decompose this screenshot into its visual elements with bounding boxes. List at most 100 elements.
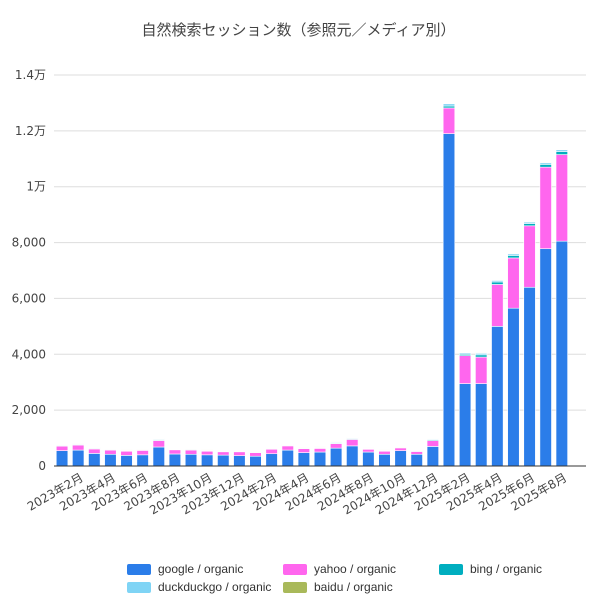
bar-segment[interactable] bbox=[233, 455, 246, 467]
bar-segment[interactable] bbox=[475, 383, 488, 467]
bar-segment[interactable] bbox=[539, 166, 552, 250]
bar-segment[interactable] bbox=[330, 447, 343, 467]
bar-segment[interactable] bbox=[152, 438, 165, 440]
bar-segment[interactable] bbox=[72, 444, 85, 451]
bar-segment[interactable] bbox=[88, 448, 101, 454]
bar-segment[interactable] bbox=[491, 281, 504, 285]
bar-segment[interactable] bbox=[491, 284, 504, 327]
bar-segment[interactable] bbox=[442, 103, 456, 107]
legend-item-bing[interactable]: bing / organic bbox=[439, 561, 542, 577]
bar-segment[interactable] bbox=[281, 443, 294, 446]
bar-segment[interactable] bbox=[265, 453, 278, 467]
bar-segment[interactable] bbox=[346, 439, 359, 447]
bar-segment[interactable] bbox=[426, 446, 439, 467]
bar-segment[interactable] bbox=[410, 451, 423, 455]
bar-segment[interactable] bbox=[249, 452, 262, 457]
bar-segment[interactable] bbox=[555, 151, 568, 155]
bar-segment[interactable] bbox=[313, 446, 327, 448]
bar-segment[interactable] bbox=[281, 449, 294, 467]
bar-segment[interactable] bbox=[491, 326, 504, 467]
bar-segment[interactable] bbox=[297, 452, 310, 467]
bar-segment[interactable] bbox=[330, 443, 343, 449]
bar-segment[interactable] bbox=[120, 449, 133, 451]
bar-segment[interactable] bbox=[523, 286, 536, 467]
bar-segment[interactable] bbox=[217, 454, 230, 467]
bar-segment[interactable] bbox=[426, 440, 439, 447]
bar-segment[interactable] bbox=[394, 447, 407, 451]
bar-segment[interactable] bbox=[410, 453, 423, 467]
bar-segment[interactable] bbox=[184, 449, 198, 455]
bar-segment[interactable] bbox=[120, 450, 133, 456]
bar-segment[interactable] bbox=[184, 453, 198, 467]
bar-segment[interactable] bbox=[555, 148, 568, 151]
bar-segment[interactable] bbox=[168, 449, 182, 455]
legend-item-yahoo[interactable]: yahoo / organic bbox=[283, 561, 396, 577]
bar-segment[interactable] bbox=[539, 162, 552, 164]
bar-segment[interactable] bbox=[217, 451, 230, 456]
bar-segment[interactable] bbox=[168, 453, 182, 467]
bar-segment[interactable] bbox=[394, 446, 407, 448]
legend-item-duckduckgo[interactable]: duckduckgo / organic bbox=[127, 579, 271, 595]
bar-segment[interactable] bbox=[88, 453, 101, 467]
bar-segment[interactable] bbox=[104, 448, 117, 450]
bar-segment[interactable] bbox=[217, 450, 230, 452]
bar-segment[interactable] bbox=[136, 450, 149, 456]
bar-segment[interactable] bbox=[458, 383, 472, 467]
bar-segment[interactable] bbox=[72, 449, 85, 467]
bar-segment[interactable] bbox=[378, 453, 391, 467]
bar-segment[interactable] bbox=[72, 443, 85, 445]
bar-segment[interactable] bbox=[346, 445, 359, 467]
bar-segment[interactable] bbox=[458, 355, 472, 384]
bar-segment[interactable] bbox=[410, 449, 423, 452]
bar-segment[interactable] bbox=[201, 449, 214, 451]
bar-segment[interactable] bbox=[120, 455, 133, 467]
bar-segment[interactable] bbox=[442, 133, 456, 467]
bar-segment[interactable] bbox=[523, 221, 536, 223]
bar-segment[interactable] bbox=[507, 253, 520, 255]
bar-segment[interactable] bbox=[313, 448, 327, 453]
bar-segment[interactable] bbox=[136, 454, 149, 467]
bar-segment[interactable] bbox=[55, 444, 69, 446]
bar-segment[interactable] bbox=[442, 102, 456, 105]
bar-segment[interactable] bbox=[330, 441, 343, 443]
bar-segment[interactable] bbox=[442, 107, 456, 134]
bar-segment[interactable] bbox=[523, 223, 536, 227]
bar-segment[interactable] bbox=[475, 354, 488, 358]
bar-segment[interactable] bbox=[555, 154, 568, 242]
bar-segment[interactable] bbox=[458, 352, 472, 354]
bar-segment[interactable] bbox=[362, 451, 375, 467]
bar-segment[interactable] bbox=[426, 438, 439, 440]
bar-segment[interactable] bbox=[507, 307, 520, 467]
bar-segment[interactable] bbox=[136, 448, 149, 450]
bar-segment[interactable] bbox=[475, 352, 488, 354]
bar-segment[interactable] bbox=[297, 446, 310, 448]
bar-segment[interactable] bbox=[378, 449, 391, 451]
bar-segment[interactable] bbox=[184, 448, 198, 450]
bar-segment[interactable] bbox=[201, 454, 214, 467]
bar-segment[interactable] bbox=[265, 447, 278, 449]
bar-segment[interactable] bbox=[539, 164, 552, 168]
bar-segment[interactable] bbox=[104, 453, 117, 467]
bar-segment[interactable] bbox=[507, 255, 520, 259]
bar-segment[interactable] bbox=[297, 448, 310, 453]
bar-segment[interactable] bbox=[168, 447, 182, 450]
bar-segment[interactable] bbox=[475, 356, 488, 384]
bar-segment[interactable] bbox=[249, 455, 262, 467]
bar-segment[interactable] bbox=[88, 446, 101, 449]
bar-segment[interactable] bbox=[281, 445, 294, 451]
bar-segment[interactable] bbox=[233, 451, 246, 456]
bar-segment[interactable] bbox=[507, 257, 520, 309]
bar-segment[interactable] bbox=[362, 447, 375, 449]
bar-segment[interactable] bbox=[378, 450, 391, 455]
bar-segment[interactable] bbox=[313, 451, 327, 467]
bar-segment[interactable] bbox=[249, 451, 262, 453]
bar-segment[interactable] bbox=[539, 248, 552, 467]
bar-segment[interactable] bbox=[55, 450, 69, 467]
bar-segment[interactable] bbox=[346, 437, 359, 439]
bar-segment[interactable] bbox=[233, 450, 246, 452]
bar-segment[interactable] bbox=[152, 446, 165, 467]
bar-segment[interactable] bbox=[555, 240, 568, 467]
legend-item-baidu[interactable]: baidu / organic bbox=[283, 579, 393, 595]
bar-segment[interactable] bbox=[523, 225, 536, 288]
legend-item-google[interactable]: google / organic bbox=[127, 561, 243, 577]
